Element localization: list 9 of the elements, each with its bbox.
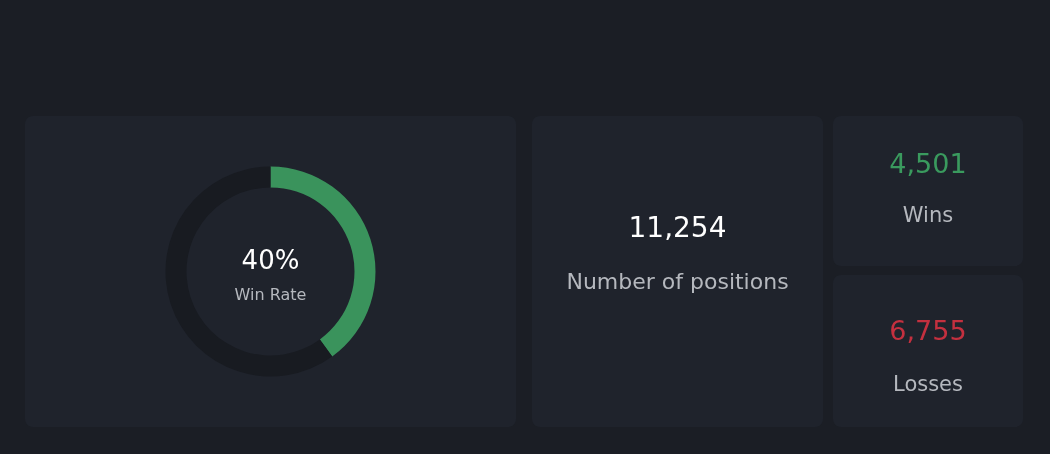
text: Losses [893, 372, 963, 396]
text: Win Rate [234, 284, 307, 304]
text: Number of positions [566, 268, 789, 294]
text: 11,254 [628, 210, 727, 244]
text: 4,501 [889, 148, 967, 179]
text: 6,755 [889, 315, 967, 346]
donut-slice [165, 166, 333, 377]
text: Wins [902, 203, 954, 227]
text: 40% [241, 244, 300, 275]
